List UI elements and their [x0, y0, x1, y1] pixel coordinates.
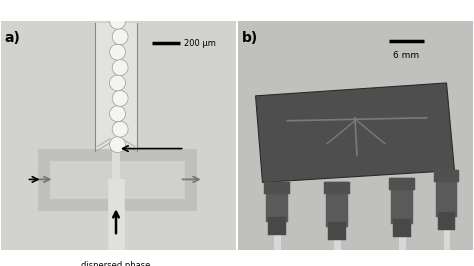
Circle shape [109, 44, 126, 60]
Bar [108, 180, 124, 250]
Circle shape [112, 90, 128, 106]
Bar [95, 23, 137, 151]
Bar [334, 237, 341, 250]
Circle shape [112, 0, 128, 14]
Bar [328, 222, 346, 240]
Bar [50, 160, 183, 198]
Bar [399, 234, 406, 250]
Circle shape [109, 106, 126, 122]
Bar [436, 171, 457, 217]
Bar [266, 182, 288, 222]
Text: 200 μm: 200 μm [183, 39, 216, 48]
Bar [324, 182, 350, 194]
Text: b): b) [242, 31, 258, 45]
Circle shape [112, 121, 128, 137]
Text: drop break-up in orifice: drop break-up in orifice [243, 91, 252, 181]
Bar [264, 182, 291, 194]
Bar [444, 227, 450, 250]
Bar [438, 212, 456, 230]
Bar [326, 182, 348, 227]
Bar [434, 171, 459, 182]
Circle shape [109, 75, 126, 91]
Bar [268, 217, 286, 235]
Text: dispersed phase: dispersed phase [82, 261, 151, 266]
Bar [38, 149, 196, 210]
Bar [274, 232, 282, 250]
Bar [391, 178, 413, 224]
Circle shape [112, 60, 128, 76]
Circle shape [112, 29, 128, 45]
Circle shape [109, 137, 126, 153]
Bar [389, 178, 415, 190]
Bar [393, 219, 410, 237]
Text: a): a) [5, 31, 20, 45]
Bar [112, 147, 120, 180]
Circle shape [109, 13, 126, 29]
Polygon shape [255, 83, 455, 182]
Text: 6 mm: 6 mm [392, 51, 419, 60]
